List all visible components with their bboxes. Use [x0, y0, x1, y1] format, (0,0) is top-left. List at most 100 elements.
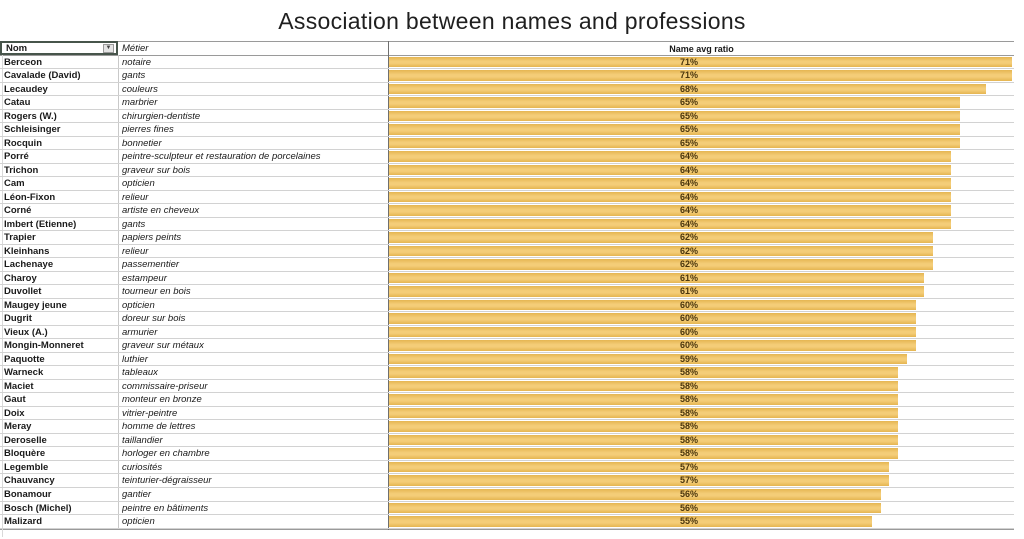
- ratio-cell[interactable]: 58%: [389, 393, 1014, 406]
- name-cell[interactable]: Deroselle: [4, 434, 47, 446]
- profession-cell[interactable]: marbrier: [122, 97, 158, 109]
- ratio-cell[interactable]: 60%: [389, 312, 1014, 325]
- ratio-cell[interactable]: 58%: [389, 420, 1014, 433]
- name-cell[interactable]: Meray: [4, 421, 32, 433]
- ratio-cell[interactable]: 64%: [389, 164, 1014, 177]
- ratio-cell[interactable]: 56%: [389, 502, 1014, 515]
- profession-cell[interactable]: peintre en bâtiments: [122, 502, 209, 514]
- ratio-cell[interactable]: 58%: [389, 434, 1014, 447]
- name-cell[interactable]: Lachenaye: [4, 259, 54, 271]
- name-cell[interactable]: Corné: [4, 205, 32, 217]
- profession-cell[interactable]: gants: [122, 218, 146, 230]
- ratio-cell[interactable]: 62%: [389, 258, 1014, 271]
- ratio-cell[interactable]: 65%: [389, 96, 1014, 109]
- name-cell[interactable]: Rogers (W.): [4, 110, 57, 122]
- name-cell[interactable]: Warneck: [4, 367, 44, 379]
- ratio-cell[interactable]: 55%: [389, 515, 1014, 528]
- filter-dropdown-button[interactable]: ▼: [103, 44, 114, 53]
- ratio-cell[interactable]: 64%: [389, 150, 1014, 163]
- name-cell[interactable]: Doix: [4, 407, 25, 419]
- name-cell[interactable]: Charoy: [4, 272, 37, 284]
- profession-cell[interactable]: horloger en chambre: [122, 448, 210, 460]
- name-cell[interactable]: Bloquère: [4, 448, 46, 460]
- profession-cell[interactable]: opticien: [122, 516, 155, 528]
- name-cell[interactable]: Catau: [4, 97, 31, 109]
- ratio-cell[interactable]: 61%: [389, 272, 1014, 285]
- ratio-cell[interactable]: 64%: [389, 204, 1014, 217]
- profession-cell[interactable]: doreur sur bois: [122, 313, 186, 325]
- ratio-cell[interactable]: 58%: [389, 380, 1014, 393]
- ratio-cell[interactable]: 58%: [389, 407, 1014, 420]
- profession-cell[interactable]: artiste en cheveux: [122, 205, 200, 217]
- profession-cell[interactable]: tableaux: [122, 367, 158, 379]
- profession-cell[interactable]: passementier: [122, 259, 180, 271]
- ratio-cell[interactable]: 62%: [389, 231, 1014, 244]
- ratio-cell[interactable]: 64%: [389, 177, 1014, 190]
- profession-cell[interactable]: armurier: [122, 326, 158, 338]
- name-cell[interactable]: Dugrit: [4, 313, 32, 325]
- profession-cell[interactable]: homme de lettres: [122, 421, 196, 433]
- profession-cell[interactable]: couleurs: [122, 83, 158, 95]
- profession-cell[interactable]: relieur: [122, 191, 149, 203]
- column-header-nom[interactable]: Nom ▼: [0, 41, 118, 55]
- name-cell[interactable]: Schleisinger: [4, 124, 61, 136]
- name-cell[interactable]: Paquotte: [4, 353, 45, 365]
- name-cell[interactable]: Maciet: [4, 380, 34, 392]
- profession-cell[interactable]: commissaire-priseur: [122, 380, 208, 392]
- profession-cell[interactable]: gants: [122, 70, 146, 82]
- profession-cell[interactable]: gantier: [122, 489, 152, 500]
- ratio-cell[interactable]: 60%: [389, 326, 1014, 339]
- name-cell[interactable]: Malizard: [4, 516, 43, 528]
- ratio-cell[interactable]: 57%: [389, 474, 1014, 487]
- name-cell[interactable]: Mongin-Monneret: [4, 340, 84, 352]
- name-cell[interactable]: Imbert (Etienne): [4, 218, 77, 230]
- profession-cell[interactable]: tourneur en bois: [122, 286, 191, 298]
- profession-cell[interactable]: graveur sur bois: [122, 164, 191, 176]
- ratio-cell[interactable]: 71%: [389, 56, 1014, 69]
- name-cell[interactable]: Maugey jeune: [4, 299, 67, 311]
- ratio-cell[interactable]: 58%: [389, 447, 1014, 460]
- name-cell[interactable]: Trapier: [4, 232, 36, 244]
- ratio-cell[interactable]: 58%: [389, 366, 1014, 379]
- ratio-cell[interactable]: 60%: [389, 339, 1014, 352]
- ratio-cell[interactable]: 65%: [389, 123, 1014, 136]
- profession-cell[interactable]: pierres fines: [122, 124, 174, 136]
- column-header-metier[interactable]: Métier: [122, 43, 149, 54]
- profession-cell[interactable]: bonnetier: [122, 137, 162, 149]
- name-cell[interactable]: Bonamour: [4, 489, 52, 500]
- name-cell[interactable]: Vieux (A.): [4, 326, 48, 338]
- profession-cell[interactable]: opticien: [122, 299, 155, 311]
- profession-cell[interactable]: vitrier-peintre: [122, 407, 178, 419]
- profession-cell[interactable]: luthier: [122, 353, 148, 365]
- profession-cell[interactable]: monteur en bronze: [122, 394, 202, 406]
- profession-cell[interactable]: teinturier-dégraisseur: [122, 475, 212, 487]
- profession-cell[interactable]: opticien: [122, 178, 155, 190]
- column-header-ratio[interactable]: Name avg ratio: [669, 44, 734, 54]
- name-cell[interactable]: Duvollet: [4, 286, 42, 298]
- profession-cell[interactable]: curiosités: [122, 461, 163, 473]
- name-cell[interactable]: Bosch (Michel): [4, 502, 72, 514]
- profession-cell[interactable]: papiers peints: [122, 232, 182, 244]
- name-cell[interactable]: Gaut: [4, 394, 26, 406]
- ratio-cell[interactable]: 60%: [389, 299, 1014, 312]
- name-cell[interactable]: Berceon: [4, 56, 43, 68]
- ratio-cell[interactable]: 64%: [389, 191, 1014, 204]
- name-cell[interactable]: Trichon: [4, 164, 39, 176]
- name-cell[interactable]: Chauvancy: [4, 475, 55, 487]
- name-cell[interactable]: Cavalade (David): [4, 70, 81, 82]
- name-cell[interactable]: Léon-Fixon: [4, 191, 56, 203]
- ratio-cell[interactable]: 61%: [389, 285, 1014, 298]
- profession-cell[interactable]: taillandier: [122, 434, 163, 446]
- ratio-cell[interactable]: 62%: [389, 245, 1014, 258]
- profession-cell[interactable]: peintre-sculpteur et restauration de por…: [122, 151, 321, 163]
- ratio-cell[interactable]: 71%: [389, 69, 1014, 82]
- name-cell[interactable]: Kleinhans: [4, 245, 50, 257]
- profession-cell[interactable]: relieur: [122, 245, 149, 257]
- name-cell[interactable]: Rocquin: [4, 137, 42, 149]
- name-cell[interactable]: Cam: [4, 178, 25, 190]
- name-cell[interactable]: Porré: [4, 151, 29, 163]
- ratio-cell[interactable]: 59%: [389, 353, 1014, 366]
- ratio-cell[interactable]: 65%: [389, 110, 1014, 123]
- ratio-cell[interactable]: 56%: [389, 488, 1014, 501]
- profession-cell[interactable]: notaire: [122, 56, 152, 68]
